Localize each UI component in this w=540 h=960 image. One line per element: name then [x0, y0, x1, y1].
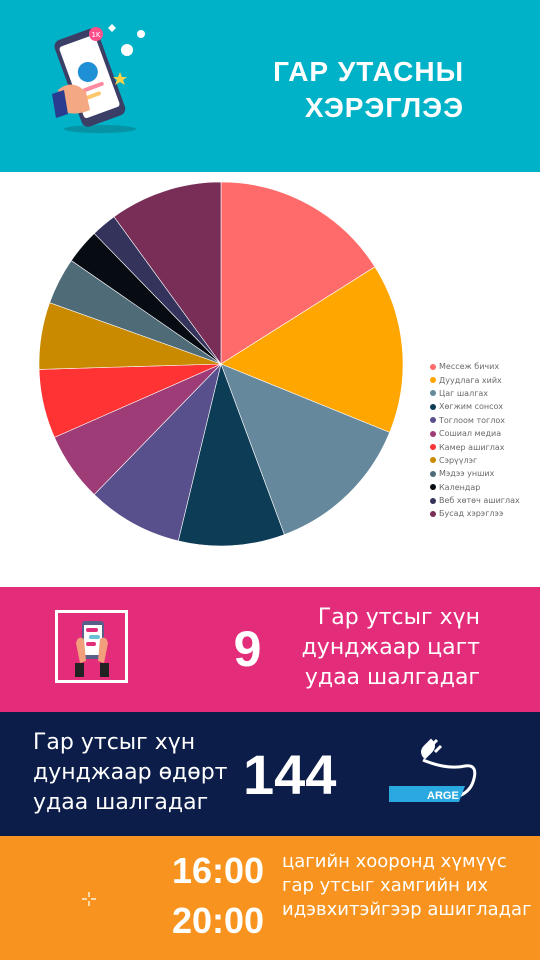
legend-item: Хөгжим сонсох — [430, 400, 520, 413]
title-line-1: ГАР УТАСНЫ — [273, 56, 464, 87]
stat-per-hour: 9 Гар утсыг хүн дунджаар цагт удаа шалга… — [0, 587, 540, 712]
legend-label: Сошиал медиа — [439, 429, 502, 439]
legend-item: Тоглоом тоглох — [430, 414, 520, 427]
stat2-line-2: дунджаар өдөрт — [33, 760, 228, 785]
legend-item: Календар — [430, 481, 520, 494]
checks-per-day-number: 144 — [243, 743, 337, 806]
stat-peak-hours: 16:00 20:00 цагийн хооронд хүмүүс гар ут… — [0, 836, 540, 960]
pie-slice-1 — [220, 181, 376, 365]
legend-swatch — [430, 363, 436, 370]
stat-per-day: Гар утсыг хүн дунджаар өдөрт удаа шалгад… — [0, 712, 540, 836]
peak-hours-text: цагийн хооронд хүмүүс гар утсыг хамгийн … — [282, 850, 532, 922]
legend-item: Сошиал медиа — [430, 427, 520, 440]
legend-label: Мессеж бичих — [439, 362, 500, 372]
legend-item: Цаг шалгах — [430, 387, 520, 400]
stat2-line-1: Гар утсыг хүн — [33, 730, 196, 755]
legend-item: Бусад хэрэглээ — [430, 507, 520, 520]
legend-swatch — [430, 430, 436, 437]
sparkle-icon — [82, 892, 96, 906]
legend-item: Веб хөтөч ашиглах — [430, 494, 520, 507]
plug-battery-icon: ARGE — [389, 738, 477, 802]
legend-label: Календар — [439, 482, 481, 492]
title-line-2: ХЭРЭГЛЭЭ — [304, 92, 464, 123]
hands-phone-icon — [75, 621, 109, 677]
pie-slice-12 — [113, 181, 222, 365]
peak-time-range: 16:00 20:00 — [172, 846, 264, 946]
legend-item: Мэдээ унших — [430, 467, 520, 480]
peak-time-end: 20:00 — [172, 900, 265, 941]
legend-label: Бусад хэрэглээ — [439, 509, 504, 519]
stat3-line-2: гар утсыг хамгийн их — [282, 875, 489, 896]
legend-label: Цаг шалгах — [439, 388, 489, 398]
peak-time-start: 16:00 — [172, 850, 265, 891]
header-banner: 1K ГАР УТАСНЫ ХЭРЭГЛЭЭ — [0, 0, 540, 172]
legend-swatch — [430, 417, 436, 424]
legend-label: Хөгжим сонсох — [439, 402, 504, 412]
legend-swatch — [430, 403, 436, 410]
legend-item: Сэрүүлэг — [430, 454, 520, 467]
page-title: ГАР УТАСНЫ ХЭРЭГЛЭЭ — [273, 54, 464, 126]
pie-slice-3 — [220, 363, 391, 535]
stat1-line-2: дунджаар цагт — [301, 635, 480, 660]
stat3-line-3: идэвхитэйгээр ашигладаг — [282, 899, 532, 920]
legend-swatch — [430, 390, 436, 397]
legend-swatch — [430, 444, 436, 451]
legend-item: Дуудлага хийх — [430, 373, 520, 386]
checks-per-hour-number: 9 — [233, 621, 262, 677]
stat1-line-3: удаа шалгадаг — [304, 665, 480, 690]
legend-label: Веб хөтөч ашиглах — [439, 496, 520, 506]
usage-pie-chart: Мессеж бичих Дуудлага хийх Цаг шалгах Хөгжи… — [0, 172, 540, 587]
legend-item: Мессеж бичих — [430, 360, 520, 373]
brand-label: ARGE — [427, 790, 459, 802]
hands-phone-frame — [55, 610, 128, 683]
pie-slice-4 — [177, 362, 285, 547]
legend-swatch — [430, 470, 436, 477]
phone-social-media-icon: 1K — [52, 24, 145, 133]
legend-swatch — [430, 377, 436, 384]
stat2-line-3: удаа шалгадаг — [33, 790, 209, 815]
legend-swatch — [430, 510, 436, 517]
stat3-line-1: цагийн хооронд хүмүүс — [282, 851, 507, 872]
legend-label: Тоглоом тоглох — [439, 415, 505, 425]
pie-chart-svg — [38, 181, 404, 547]
legend-label: Дуудлага хийх — [439, 375, 502, 385]
legend-item: Камер ашиглах — [430, 440, 520, 453]
legend-label: Сэрүүлэг — [439, 455, 478, 465]
pie-slice-5 — [93, 363, 222, 542]
legend-label: Мэдээ унших — [439, 469, 495, 479]
pie-slice-2 — [220, 266, 404, 433]
checks-per-hour-text: Гар утсыг хүн дунджаар цагт удаа шалгада… — [302, 603, 480, 693]
legend-label: Камер ашиглах — [439, 442, 505, 452]
svg-text:1K: 1K — [91, 31, 100, 39]
legend-swatch — [430, 457, 436, 464]
legend-swatch — [430, 497, 436, 504]
stat1-line-1: Гар утсыг хүн — [317, 605, 480, 630]
checks-per-day-text: Гар утсыг хүн дунджаар өдөрт удаа шалгад… — [33, 728, 227, 818]
chart-legend: Мессеж бичих Дуудлага хийх Цаг шалгах Хөгжи… — [430, 360, 520, 521]
legend-swatch — [430, 484, 436, 491]
